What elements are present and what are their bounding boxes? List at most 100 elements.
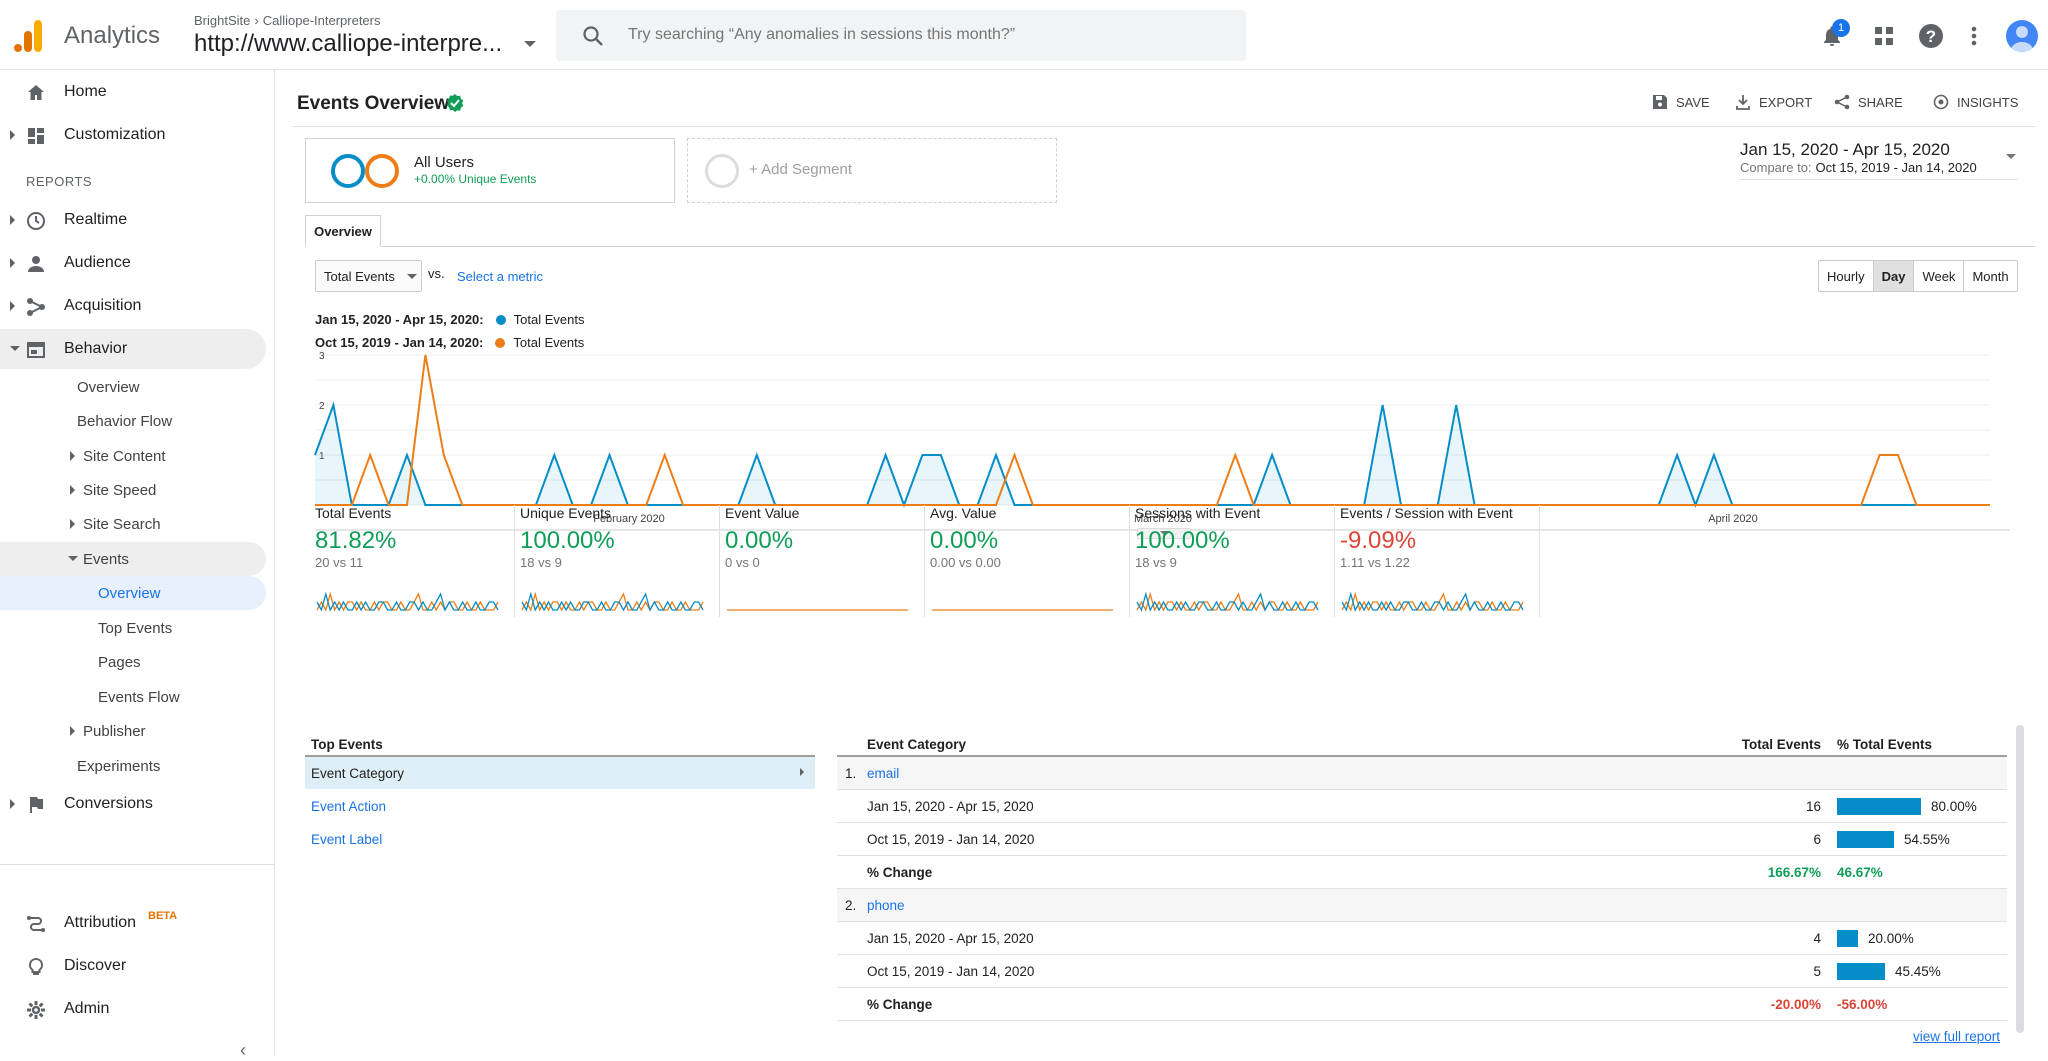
chart-x-tick-label: April 2020 [1708,513,1758,525]
row-total-events: 6 [1813,831,1821,847]
avatar[interactable] [2006,20,2038,52]
caret-down-icon [2006,154,2016,159]
sidebar-item-site-speed[interactable]: Site Speed [0,473,266,507]
sidebar-item-conversions[interactable]: Conversions [0,784,266,824]
sidebar-label: Behavior [64,340,128,357]
chart-resize-handle[interactable] [1137,528,1191,539]
metric-card[interactable]: Events / Session with Event -9.09% 1.11 vs… [1340,505,1540,617]
notifications-bell-icon[interactable]: 1 [1820,19,1850,48]
account-breadcrumb[interactable]: BrightSite › Calliope-Interpreters [194,13,381,28]
metric-sparkline [727,609,908,611]
sidebar-item-events-flow[interactable]: Events Flow [0,680,266,714]
sidebar-item-behavior-overview[interactable]: Overview [0,370,266,404]
row-total-events: 16 [1805,798,1821,814]
metric-card[interactable]: Total Events 81.82% 20 vs 11 [315,505,515,617]
search-box[interactable]: Try searching “Any anomalies in sessions… [556,10,1246,61]
sidebar-item-customization[interactable]: Customization [0,115,266,155]
events-table-divider [837,755,2007,757]
sidebar-item-site-search[interactable]: Site Search [0,507,266,541]
sidebar-item-top-events[interactable]: Top Events [0,611,266,645]
date-range-picker[interactable]: Jan 15, 2020 - Apr 15, 2020 Compare to: … [1740,140,2018,180]
caret-right-icon [10,258,15,268]
sidebar-label: Realtime [64,211,128,228]
sidebar-item-admin[interactable]: Admin [0,989,266,1029]
person-icon [28,256,44,272]
metric-card[interactable]: Sessions with Event 100.00% 18 vs 9 [1135,505,1335,617]
add-segment-button[interactable]: + Add Segment [687,138,1057,203]
sidebar-item-events-overview[interactable]: Overview [0,576,266,610]
sidebar-item-behavior-flow[interactable]: Behavior Flow [0,404,266,438]
table-group-row: 2. phone [837,889,2007,922]
sidebar-item-realtime[interactable]: Realtime [0,200,266,240]
vertical-scrollbar[interactable] [2016,725,2024,1033]
chart-legend-previous: Oct 15, 2019 - Jan 14, 2020: Total Event… [315,335,584,350]
more-vert-icon[interactable] [1970,24,1978,48]
column-header-event-category[interactable]: Event Category [867,737,967,752]
sidebar-item-audience[interactable]: Audience [0,243,266,283]
top-events-item-event-action[interactable]: Event Action [311,799,387,814]
apps-grid-icon[interactable] [1874,26,1894,46]
sparkline-previous [1136,591,1319,612]
sidebar-item-pages[interactable]: Pages [0,645,266,679]
insights-button[interactable]: INSIGHTS [1933,94,2018,110]
tab-overview[interactable]: Overview [305,215,381,247]
period-day-button[interactable]: Day [1873,261,1915,291]
analytics-logo-icon[interactable] [14,20,44,52]
sidebar-item-site-content[interactable]: Site Content [0,439,266,473]
home-icon [28,85,44,100]
event-category-link[interactable]: phone [867,897,905,913]
period-toggle: Hourly Day Week Month [1818,260,2018,292]
row-label: Jan 15, 2020 - Apr 15, 2020 [867,930,1034,946]
caret-right-icon [10,215,15,225]
sidebar-item-experiments[interactable]: Experiments [0,749,266,783]
share-button[interactable]: SHARE [1834,94,1903,110]
sidebar-item-home[interactable]: Home [0,72,266,112]
sidebar-item-behavior[interactable]: Behavior [0,329,266,369]
sidebar-item-publisher[interactable]: Publisher [0,714,266,748]
period-hourly-button[interactable]: Hourly [1819,261,1874,291]
view-full-report-link[interactable]: view full report [1913,1029,2001,1044]
top-events-item-event-label[interactable]: Event Label [311,832,383,847]
top-events-item-event-category[interactable]: Event Category [305,757,815,789]
row-total-events: -20.00% [1770,996,1821,1012]
metric-card[interactable]: Unique Events 100.00% 18 vs 9 [520,505,720,617]
metric-card[interactable]: Event Value 0.00% 0 vs 0 [725,505,925,617]
save-label: SAVE [1676,94,1710,110]
sparkline-previous [1341,591,1524,612]
period-month-button[interactable]: Month [1972,268,2009,284]
sidebar-item-events[interactable]: Events [0,542,266,576]
metric-comparison: 0.00 vs 0.00 [930,555,1001,570]
metric-select[interactable]: Total Events [315,260,422,292]
export-label: EXPORT [1759,94,1813,110]
sidebar-label: Site Speed [83,481,157,499]
sidebar-item-attribution[interactable]: Attribution BETA [0,903,266,943]
caret-down-icon [10,346,20,351]
sidebar-item-discover[interactable]: Discover [0,946,266,986]
metric-card[interactable]: Avg. Value 0.00% 0.00 vs 0.00 [930,505,1130,617]
lightbulb-icon [28,957,44,975]
help-icon[interactable]: ? [1918,23,1944,49]
caret-down-icon[interactable] [524,41,536,47]
legend-metric: Total Events [513,335,585,350]
vs-label: vs. [428,266,445,281]
chevron-right-icon: › [254,13,259,28]
metric-label: Sessions with Event [1135,505,1261,521]
column-header-pct-total-events[interactable]: % Total Events [1837,737,1933,752]
table-row: Oct 15, 2019 - Jan 14, 2020 5 45.45% [837,955,2007,988]
event-category-link[interactable]: email [867,765,900,781]
view-selector[interactable]: http://www.calliope-interpre... [194,30,503,57]
segment-all-users[interactable]: All Users +0.00% Unique Events [305,138,675,203]
row-label: Oct 15, 2019 - Jan 14, 2020 [867,963,1035,979]
column-header-total-events[interactable]: Total Events [1741,737,1821,752]
metric-value: 100.00% [1135,527,1230,554]
save-button[interactable]: SAVE [1652,94,1710,110]
sidebar-item-acquisition[interactable]: Acquisition [0,286,266,326]
metric-sparkline [1341,591,1524,612]
collapse-sidebar-icon[interactable]: ‹ [240,1040,246,1060]
export-button[interactable]: EXPORT [1735,94,1812,110]
period-week-button[interactable]: Week [1914,261,1965,291]
select-metric-link[interactable]: Select a metric [457,269,543,284]
top-bar: Analytics BrightSite › Calliope-Interpre… [0,0,2048,70]
row-pct-total: 54.55% [1904,831,1950,847]
